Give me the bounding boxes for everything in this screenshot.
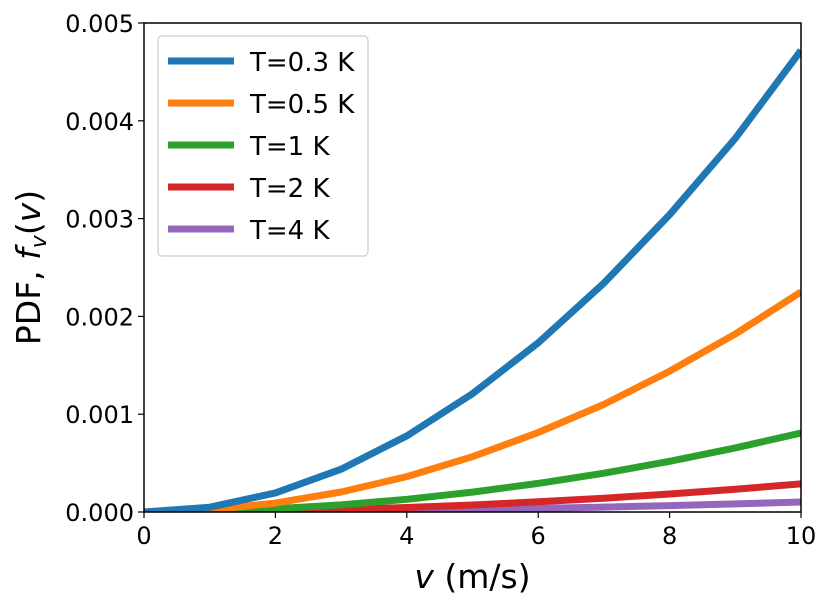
legend-label: T=2 K bbox=[249, 174, 330, 204]
y-tick-label: 0.004 bbox=[65, 108, 134, 136]
x-tick-label: 4 bbox=[399, 522, 414, 550]
y-tick-label: 0.002 bbox=[65, 303, 134, 331]
y-axis-paren-open: ( bbox=[9, 222, 48, 235]
series-line bbox=[144, 289, 801, 512]
y-axis-paren-close: ) bbox=[9, 190, 48, 203]
x-axis-var: v bbox=[414, 557, 434, 596]
y-axis-arg: v bbox=[9, 202, 48, 222]
x-tick-label: 0 bbox=[136, 522, 151, 550]
legend-label: T=0.5 K bbox=[249, 90, 355, 120]
legend: T=0.3 K T=0.5 K T=1 K T=2 K T=4 K bbox=[157, 35, 369, 257]
series-line bbox=[144, 429, 801, 512]
ticks-layer: 0 2 4 6 8 10 0.000 0.001 0.002 0.003 0.004 0.005 bbox=[65, 10, 816, 550]
y-axis-title: PDF, fv(v) bbox=[9, 190, 52, 345]
plot-frame bbox=[143, 22, 802, 513]
x-tick-label: 8 bbox=[662, 522, 677, 550]
legend-box bbox=[157, 35, 369, 257]
y-tick-label: 0.005 bbox=[65, 10, 134, 38]
series-layer bbox=[144, 48, 801, 512]
x-axis-unit: (m/s) bbox=[434, 557, 531, 596]
series-line bbox=[144, 48, 801, 512]
x-tick-label: 6 bbox=[531, 522, 546, 550]
x-axis-title: v (m/s) bbox=[414, 557, 530, 596]
y-axis-subscript: v bbox=[27, 234, 52, 248]
legend-label: T=0.3 K bbox=[249, 48, 355, 78]
x-tick-label: 10 bbox=[786, 522, 817, 550]
x-tick-label: 2 bbox=[268, 522, 283, 550]
y-tick-label: 0.003 bbox=[65, 206, 134, 234]
y-tick-label: 0.000 bbox=[65, 499, 134, 527]
y-tick-label: 0.001 bbox=[65, 401, 134, 429]
legend-label: T=4 K bbox=[249, 216, 330, 246]
y-axis-prefix: PDF, bbox=[9, 260, 48, 345]
legend-label: T=1 K bbox=[249, 132, 330, 162]
